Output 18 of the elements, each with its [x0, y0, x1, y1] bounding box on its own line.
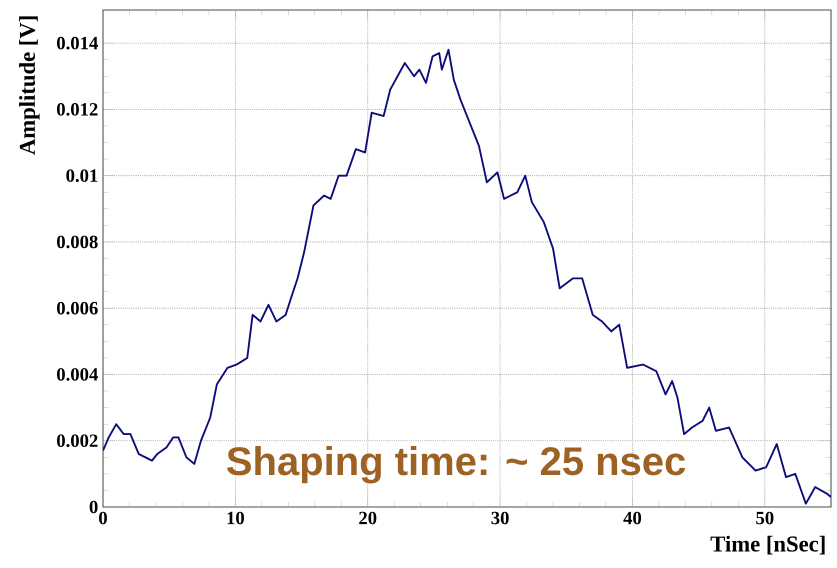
x-tick-label: 10: [228, 512, 244, 524]
y-tick-label: 0: [90, 500, 98, 514]
y-tick-label: 0.014: [57, 36, 98, 50]
y-tick-label: 0.008: [57, 236, 98, 248]
line-series: [103, 48, 832, 505]
y-tick-label: 0.002: [57, 434, 98, 448]
x-axis-title: Time [nSec]: [710, 536, 825, 554]
x-tick-label: 40: [623, 512, 642, 524]
y-tick-label: 0.012: [57, 103, 98, 116]
x-tick-label: 0: [99, 512, 107, 524]
y-tick-label: 0.004: [57, 368, 98, 381]
x-tick-label: 20: [359, 512, 376, 524]
x-tick-label: 30: [491, 512, 509, 524]
annotation: Shaping time: ~ 25 nsec: [226, 446, 686, 484]
y-tick-label: 0.01: [66, 169, 98, 182]
y-axis-title: Amplitude [V]: [19, 16, 40, 155]
y-tick-label: 0.006: [57, 302, 98, 315]
x-tick-label: 50: [756, 512, 774, 524]
